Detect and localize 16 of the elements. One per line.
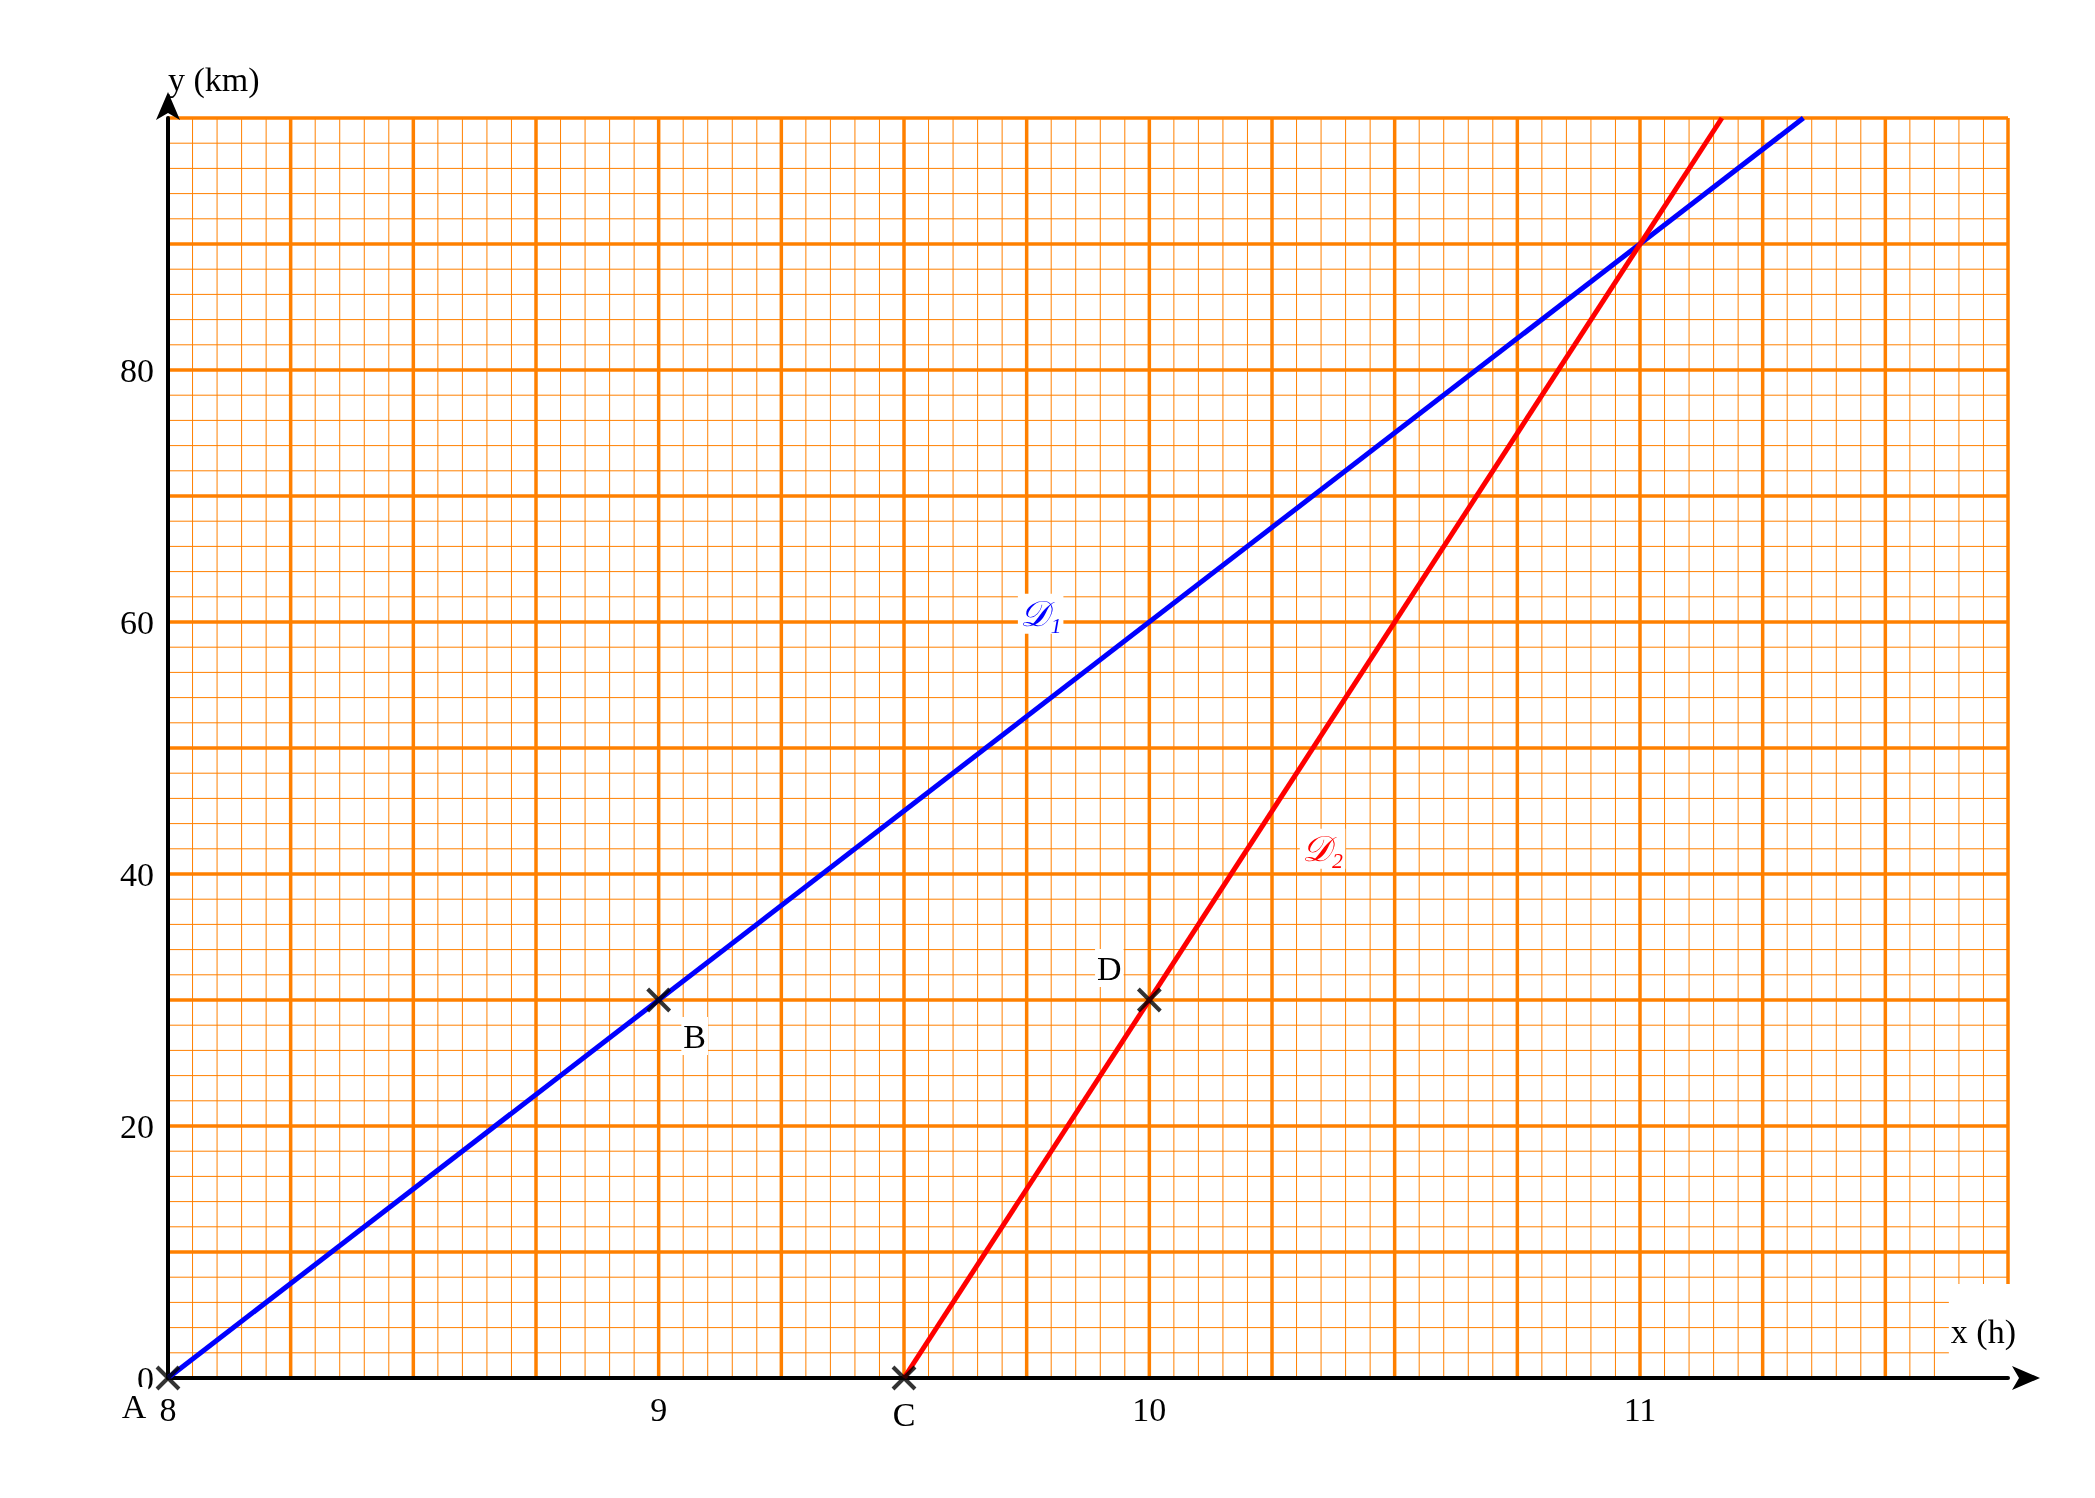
y-tick-label: 60 (120, 603, 154, 641)
annotation: D (1097, 949, 1122, 987)
y-tick-label: 40 (120, 855, 154, 893)
x-axis-title: x (h) (1950, 1312, 2016, 1351)
series-label: 𝒟₁ (1019, 593, 1062, 634)
series-label: 𝒟₂ (1301, 828, 1344, 869)
annotation: C (892, 1395, 916, 1433)
annotation: A (121, 1387, 147, 1425)
y-axis-title: y (km) (168, 60, 260, 99)
annotation: B (683, 1017, 707, 1055)
y-tick-label: 20 (120, 1107, 154, 1145)
x-tick-label: 11 (1623, 1390, 1657, 1428)
y-tick-label: 80 (120, 351, 154, 389)
x-tick-label: 9 (650, 1390, 668, 1428)
x-tick-label: 8 (159, 1390, 177, 1428)
x-tick-label: 10 (1132, 1390, 1167, 1428)
